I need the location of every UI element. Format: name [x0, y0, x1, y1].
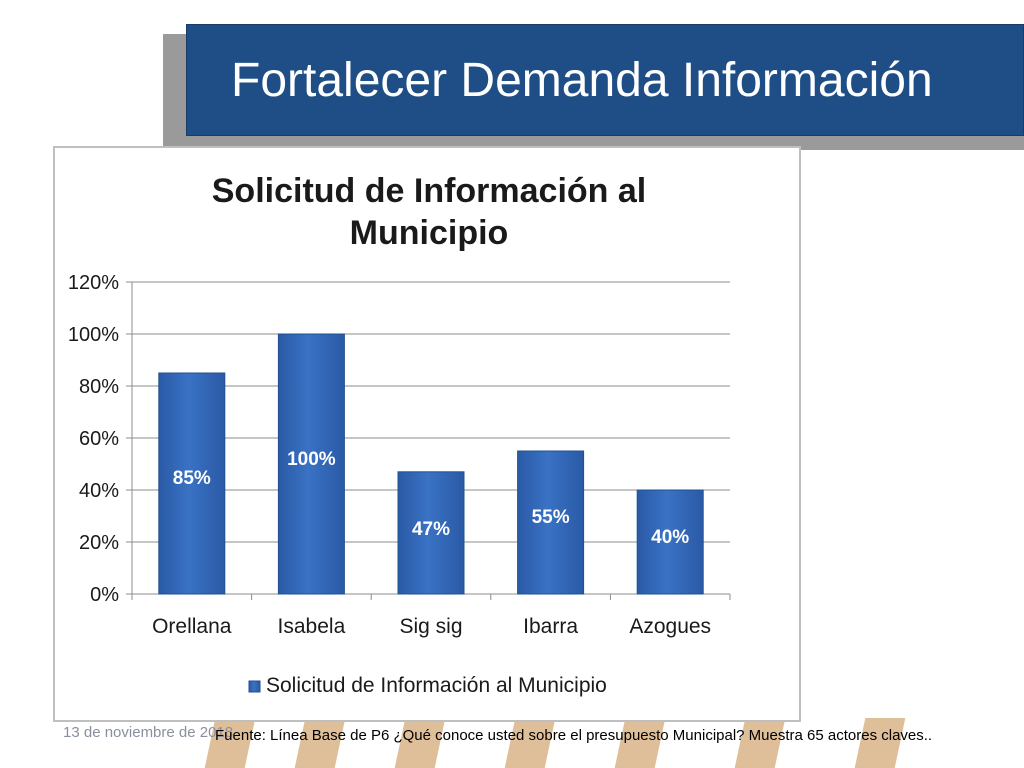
y-tick-label: 120% — [68, 272, 119, 294]
title-banner: Fortalecer Demanda Información — [186, 24, 1024, 136]
bar — [158, 372, 226, 595]
x-tick-label: Sig sig — [399, 615, 462, 638]
data-label: 100% — [287, 449, 336, 470]
source-note: Fuente: Línea Base de P6 ¿Qué conoce ust… — [215, 727, 933, 744]
slide-title: Fortalecer Demanda Información — [231, 54, 933, 107]
y-tick-label: 20% — [79, 532, 119, 554]
bar — [517, 450, 585, 595]
y-tick-label: 40% — [79, 480, 119, 502]
y-tick-label: 0% — [90, 584, 119, 606]
bar — [277, 333, 345, 595]
bar-chart: 0% 20% 40% 60% 80% 100% 120% 85% Orellana 100% Isa… — [68, 272, 731, 697]
x-tick-label: Ibarra — [523, 615, 578, 638]
y-tick-label: 100% — [68, 324, 119, 346]
legend-label: Solicitud de Información al Municipio — [266, 674, 607, 697]
data-label: 47% — [412, 519, 450, 540]
data-label: 40% — [651, 527, 689, 548]
chart-frame: Solicitud de Información al Municipio 0%… — [53, 146, 801, 722]
y-tick-label: 80% — [79, 376, 119, 398]
chart-title-line-1: Solicitud de Información al — [211, 172, 647, 210]
x-tick-label: Azogues — [629, 615, 711, 638]
bar — [636, 489, 704, 595]
data-label: 85% — [173, 468, 211, 489]
chart-title: Solicitud de Información al Municipio — [55, 170, 803, 254]
data-label: 55% — [532, 507, 570, 528]
y-tick-label: 60% — [79, 428, 119, 450]
bar — [397, 471, 465, 595]
x-tick-label: Orellana — [152, 615, 232, 638]
x-tick-label: Isabela — [278, 615, 346, 638]
slide-date: 13 de noviembre de 2018 — [63, 724, 234, 741]
legend-swatch — [248, 680, 261, 693]
chart-title-line-2: Municipio — [349, 214, 509, 252]
